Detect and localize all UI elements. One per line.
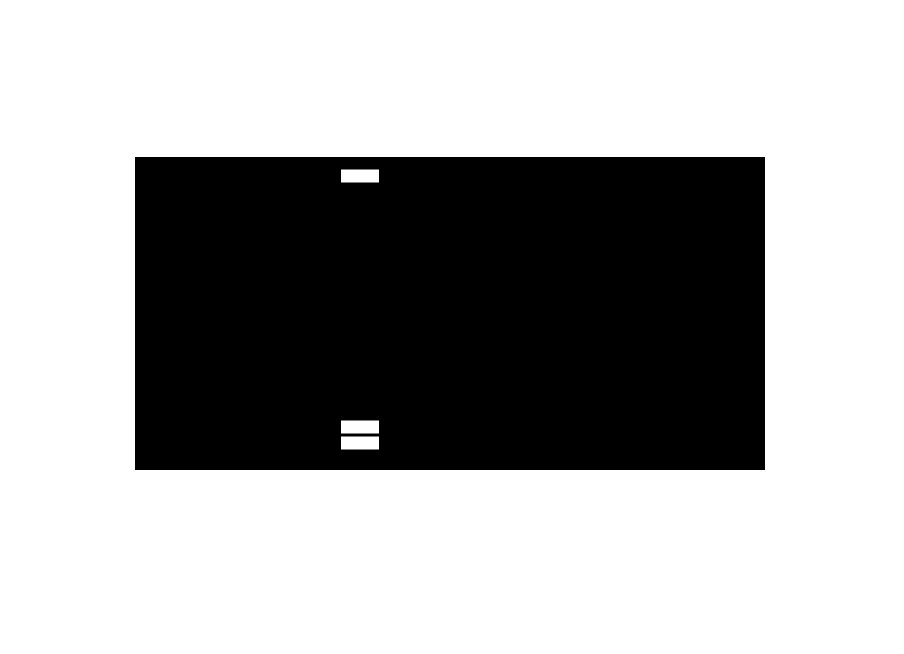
contour-label-bottom-lower (341, 436, 379, 450)
contour-value-labels (341, 169, 379, 450)
contour-label-bottom-upper (341, 420, 379, 434)
y-axis-title (64, 157, 94, 470)
contour-label-top (341, 169, 379, 183)
saturation-blobs (135, 201, 765, 417)
contour-plot (135, 157, 765, 470)
plot-frame (135, 157, 765, 470)
saturation-field (135, 157, 765, 470)
colorbar (781, 203, 811, 495)
